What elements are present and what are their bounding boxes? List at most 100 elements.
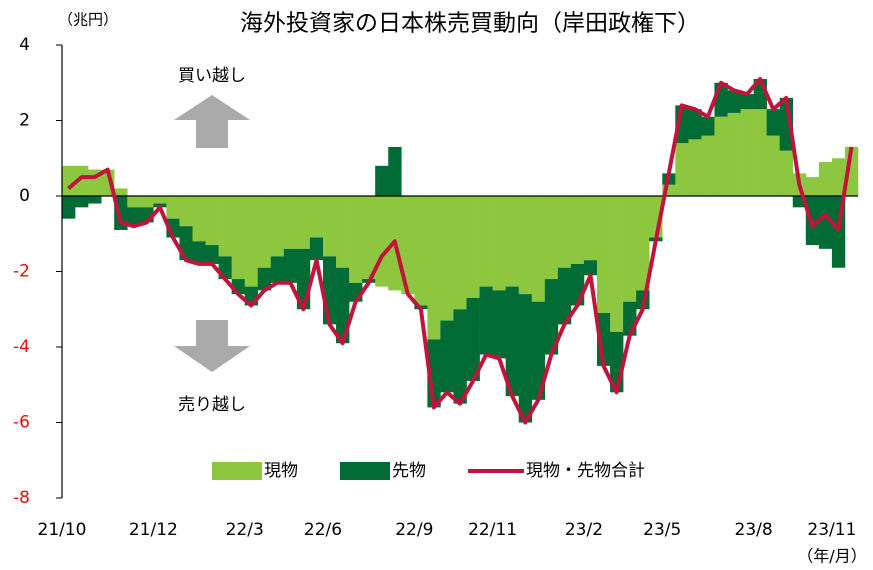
y-tick-label: -6 bbox=[13, 413, 30, 433]
bar bbox=[479, 286, 493, 355]
x-tick-label: 23/11 bbox=[807, 520, 856, 540]
x-unit: （年/月） bbox=[797, 547, 866, 566]
bar bbox=[205, 245, 219, 264]
bar bbox=[375, 196, 389, 287]
y-tick-label: 4 bbox=[19, 35, 30, 55]
bar bbox=[114, 188, 128, 196]
bar bbox=[453, 196, 467, 310]
bar bbox=[688, 139, 702, 196]
bar bbox=[492, 196, 506, 291]
bar bbox=[127, 196, 141, 208]
bar bbox=[623, 301, 637, 336]
bar bbox=[218, 196, 232, 257]
bar bbox=[766, 109, 781, 136]
bar bbox=[544, 279, 559, 355]
chart-title: 海外投資家の日本株売買動向（岸田政権下） bbox=[240, 11, 700, 37]
bar bbox=[727, 112, 741, 196]
bar bbox=[557, 196, 572, 268]
bar bbox=[62, 165, 76, 196]
bar bbox=[127, 207, 141, 227]
bar bbox=[414, 196, 428, 306]
x-tick-label: 22/3 bbox=[226, 520, 264, 540]
bar bbox=[362, 196, 376, 280]
legend-swatch bbox=[340, 462, 390, 480]
bar bbox=[570, 196, 585, 264]
bar bbox=[518, 294, 533, 423]
legend-label: 先物 bbox=[392, 461, 426, 481]
bar bbox=[244, 196, 259, 287]
bar bbox=[662, 184, 676, 196]
bar bbox=[349, 196, 363, 283]
bar bbox=[88, 196, 102, 204]
bar bbox=[375, 165, 389, 196]
x-tick-label: 23/8 bbox=[735, 520, 773, 540]
bar bbox=[153, 196, 167, 204]
bar bbox=[805, 177, 820, 196]
x-tick-label: 23/5 bbox=[643, 520, 681, 540]
bar bbox=[492, 290, 506, 359]
annotation: 買い越し bbox=[178, 66, 246, 86]
bar bbox=[296, 196, 311, 249]
bar bbox=[583, 196, 598, 261]
y-tick-label: 0 bbox=[19, 186, 30, 206]
bar bbox=[205, 196, 219, 246]
bar bbox=[179, 196, 193, 227]
bar bbox=[779, 150, 794, 196]
bar bbox=[192, 241, 206, 264]
bar bbox=[270, 196, 285, 257]
bar bbox=[75, 165, 89, 196]
bar bbox=[336, 196, 350, 268]
y-unit: （兆円） bbox=[58, 11, 118, 29]
bar bbox=[479, 196, 493, 287]
y-tick-label: -4 bbox=[13, 337, 30, 357]
down-arrow bbox=[174, 320, 250, 372]
bar bbox=[401, 196, 415, 295]
bar bbox=[466, 196, 480, 298]
bar bbox=[336, 267, 350, 344]
bar bbox=[688, 109, 702, 140]
bar bbox=[831, 158, 846, 196]
bar bbox=[766, 135, 781, 196]
bar bbox=[453, 309, 467, 404]
y-tick-label: -2 bbox=[13, 262, 30, 282]
bar bbox=[740, 109, 754, 196]
x-tick-label: 22/11 bbox=[468, 520, 517, 540]
bar bbox=[531, 196, 546, 302]
bar bbox=[675, 143, 689, 196]
x-tick-label: 23/2 bbox=[565, 520, 603, 540]
bar bbox=[283, 196, 298, 249]
legend-swatch bbox=[212, 462, 262, 480]
bar bbox=[727, 90, 741, 113]
bar bbox=[623, 196, 637, 302]
legend-label: 現物 bbox=[264, 461, 298, 481]
bar bbox=[257, 267, 272, 291]
legend-label: 現物・先物合計 bbox=[526, 461, 645, 481]
annotation: 売り越し bbox=[178, 395, 246, 415]
total-line bbox=[67, 77, 854, 425]
up-arrow bbox=[174, 95, 250, 148]
bar bbox=[531, 301, 546, 400]
bar bbox=[583, 260, 598, 276]
bar bbox=[714, 116, 728, 196]
bar bbox=[440, 320, 454, 393]
bar bbox=[283, 248, 298, 283]
bar bbox=[192, 196, 206, 242]
bar bbox=[388, 146, 402, 196]
x-tick-label: 21/10 bbox=[38, 520, 87, 540]
bar bbox=[636, 196, 650, 291]
bar bbox=[62, 196, 76, 219]
bar bbox=[701, 135, 715, 196]
x-tick-label: 22/6 bbox=[304, 520, 342, 540]
bar bbox=[257, 196, 272, 268]
bar bbox=[792, 196, 807, 208]
bar bbox=[701, 116, 715, 136]
bar bbox=[610, 196, 624, 332]
bar bbox=[427, 196, 441, 340]
y-tick-label: 2 bbox=[19, 111, 30, 131]
bar bbox=[140, 196, 154, 208]
bar bbox=[740, 94, 754, 110]
bar bbox=[505, 286, 520, 397]
bar bbox=[322, 196, 337, 257]
bar bbox=[597, 196, 611, 314]
bar bbox=[466, 297, 480, 381]
